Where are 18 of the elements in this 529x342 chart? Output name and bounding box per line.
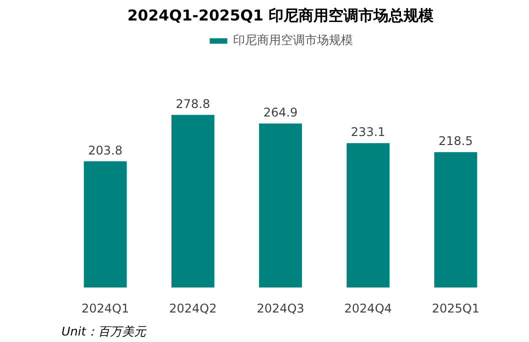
bar [84,161,127,288]
data-label: 264.9 [263,105,298,120]
bar [434,152,478,288]
x-tick-label: 2024Q4 [344,302,392,316]
data-label: 218.5 [438,134,473,148]
data-label: 203.8 [88,143,122,158]
x-tick-label: 2024Q2 [169,302,217,316]
x-tick-label: 2024Q3 [256,302,304,316]
text: Unit：百万美元 [62,324,147,338]
x-tick-label: 2024Q1 [81,302,130,316]
legend-label: 印尼商用空调市场规模 [233,32,353,49]
x-tick-label: 2025Q1 [432,302,480,316]
bar [171,114,214,288]
bar [259,123,302,288]
bar [346,143,390,288]
data-label: 278.8 [176,96,210,111]
chart-title: 2024Q1-2025Q1 印尼商用空调市场总规模 [127,6,435,24]
data-label: 233.1 [350,125,386,140]
